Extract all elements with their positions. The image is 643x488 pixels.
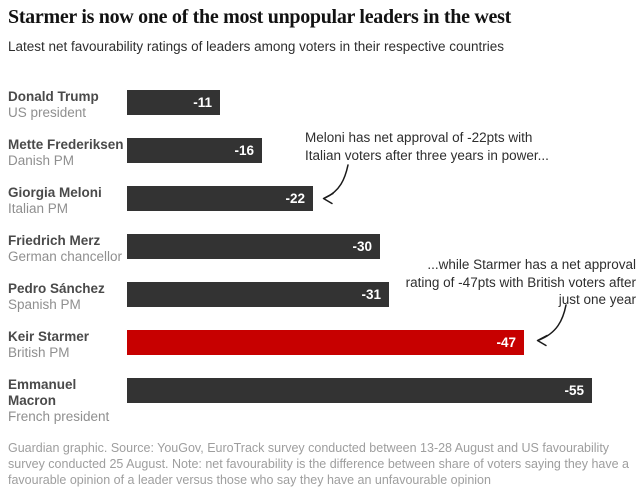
leader-role: French president	[8, 409, 110, 424]
annotation-starmer: ...while Starmer has a net approval rati…	[405, 257, 636, 307]
leader-name: Giorgia Meloni	[8, 185, 102, 200]
chart-row: Mette Frederiksen Danish PM -16	[8, 136, 635, 184]
leader-role: German chancellor	[8, 249, 123, 264]
bar-value-label: -31	[361, 287, 381, 302]
bar-value-label: -16	[234, 143, 254, 158]
bar: -30	[127, 234, 380, 259]
bar: -16	[127, 138, 262, 163]
leader-role: Spanish PM	[8, 297, 81, 312]
row-labels: Donald Trump US president	[8, 89, 124, 121]
bar: -11	[127, 90, 220, 115]
leader-name: Pedro Sánchez	[8, 281, 105, 296]
chart-row: Keir Starmer British PM -47	[8, 328, 635, 376]
bar-value-label: -11	[193, 95, 212, 110]
source-note: Guardian graphic. Source: YouGov, EuroTr…	[8, 440, 629, 487]
leader-role: British PM	[8, 345, 70, 360]
row-labels: Friedrich Merz German chancellor	[8, 233, 124, 265]
bar-value-label: -47	[496, 335, 516, 350]
bar-value-label: -55	[564, 383, 584, 398]
annotation-meloni: Meloni has net approval of -22pts with I…	[305, 130, 549, 163]
bar-chart: Donald Trump US president -11 Mette Fred…	[8, 88, 635, 424]
chart-row: Pedro Sánchez Spanish PM -31	[8, 280, 635, 328]
chart-row: Emmanuel Macron French president -55	[8, 376, 635, 424]
bar-value-label: -22	[285, 191, 305, 206]
leader-role: US president	[8, 105, 87, 120]
leader-role: Italian PM	[8, 201, 69, 216]
curved-arrow-to-starmer-bar	[536, 304, 567, 347]
bar: -47	[127, 330, 524, 355]
chart-row: Donald Trump US president -11	[8, 88, 635, 136]
row-labels: Giorgia Meloni Italian PM	[8, 185, 124, 217]
bar: -22	[127, 186, 313, 211]
chart-row: Friedrich Merz German chancellor -30	[8, 232, 635, 280]
leader-role: Danish PM	[8, 153, 75, 168]
curved-arrow-to-meloni-bar	[322, 164, 349, 205]
chart-subtitle: Latest net favourability ratings of lead…	[8, 39, 505, 54]
row-labels: Pedro Sánchez Spanish PM	[8, 281, 124, 313]
bar: -55	[127, 378, 592, 403]
row-labels: Keir Starmer British PM	[8, 329, 124, 361]
leader-name: Friedrich Merz	[8, 233, 101, 248]
bar: -31	[127, 282, 389, 307]
bar-value-label: -30	[352, 239, 372, 254]
chart-title: Starmer is now one of the most unpopular…	[8, 6, 511, 28]
leader-name: Emmanuel Macron	[8, 377, 77, 408]
leader-name: Mette Frederiksen	[8, 137, 124, 152]
row-labels: Emmanuel Macron French president	[8, 377, 124, 425]
chart-row: Giorgia Meloni Italian PM -22	[8, 184, 635, 232]
row-labels: Mette Frederiksen Danish PM	[8, 137, 124, 169]
leader-name: Donald Trump	[8, 89, 99, 104]
leader-name: Keir Starmer	[8, 329, 90, 344]
